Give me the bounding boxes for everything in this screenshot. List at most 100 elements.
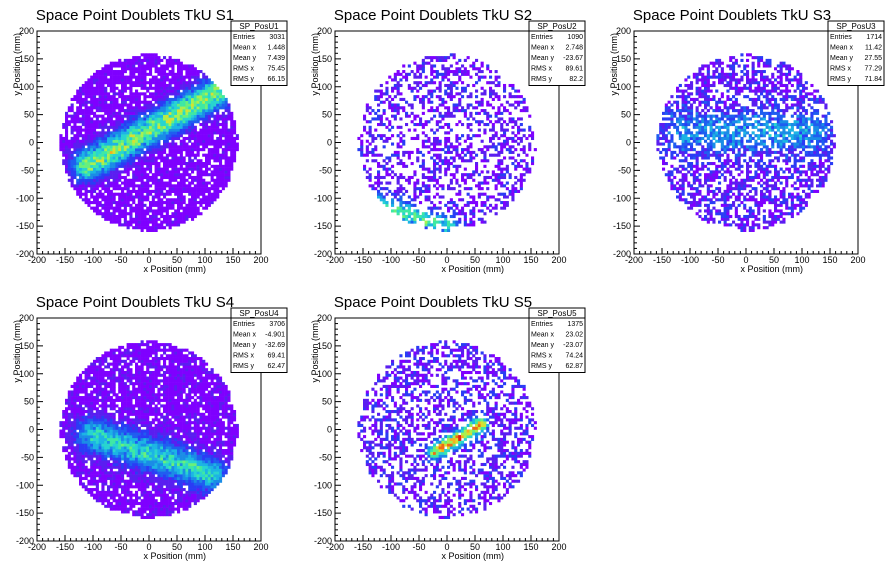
heatmap-cell [137,214,141,219]
heatmap-cell [377,184,381,188]
heatmap-cell [143,139,147,143]
heatmap-cell [207,136,211,141]
heatmap-cell [93,209,97,213]
heatmap-cell [205,136,209,141]
heatmap-cell [135,109,139,113]
heatmap-cell [216,195,220,199]
heatmap-cell [704,131,708,135]
heatmap-cell [67,114,71,118]
heatmap-cell [368,134,372,138]
heatmap-cell [196,86,200,90]
heatmap-cell [160,150,164,154]
heatmap-cell [430,92,434,96]
heatmap-cell [157,106,161,110]
heatmap-cell [676,106,680,110]
heatmap-cell [196,70,200,74]
heatmap-cell [140,156,144,160]
heatmap-cell [452,70,456,74]
heatmap-cell [723,145,727,149]
heatmap-cell [455,167,459,171]
heatmap-cell [163,103,167,107]
heatmap-cell [76,134,80,138]
heatmap-cell [109,203,113,207]
heatmap-cell [213,187,217,191]
heatmap-cell [123,162,127,166]
heatmap-cell [379,164,383,168]
heatmap-cell [112,187,116,191]
heatmap-cell [690,206,694,210]
heatmap-cell [67,150,71,154]
heatmap-cell [143,156,147,160]
heatmap-cell [177,134,181,138]
heatmap-cell [480,201,484,205]
heatmap-cell [701,195,705,199]
heatmap-cell [157,117,161,121]
heatmap-cell [709,117,713,121]
heatmap-cell [123,181,127,185]
heatmap-cell [168,106,172,110]
heatmap-cell [168,181,172,185]
heatmap-cell [191,167,195,171]
heatmap-cell [219,167,223,171]
heatmap-cell [216,111,220,115]
heatmap-cell [486,159,490,163]
heatmap-cell [659,131,663,135]
heatmap-cell [79,89,83,93]
heatmap-cell [483,220,487,224]
heatmap-cell [76,136,80,141]
heatmap-cell [140,58,144,62]
heatmap-cell [112,150,116,154]
heatmap-cell [73,173,77,177]
heatmap-cell [233,159,237,163]
heatmap-cell [146,117,150,121]
heatmap-cell [118,153,122,157]
heatmap-cell [182,173,186,177]
heatmap-cell [360,150,364,154]
heatmap-cell [475,164,479,168]
heatmap-cell [224,148,228,152]
heatmap-cell [463,153,467,157]
heatmap-cell [519,187,523,191]
heatmap-cell [98,192,102,196]
heatmap-cell [123,148,127,152]
heatmap-cell [104,117,108,121]
heatmap-cell [87,189,91,193]
heatmap-cell [112,209,116,213]
heatmap-cell [179,214,183,219]
heatmap-cell [472,209,476,213]
heatmap-cell [84,122,88,127]
heatmap-cell [413,114,417,118]
heatmap-cell [681,114,685,118]
heatmap-cell [81,198,85,202]
heatmap-cell [93,134,97,138]
heatmap-cell [698,111,702,115]
heatmap-cell [690,111,694,115]
heatmap-cell [494,83,498,88]
heatmap-cell [196,142,200,146]
heatmap-cell [718,164,722,168]
heatmap-cell [185,145,189,149]
heatmap-cell [458,70,462,74]
heatmap-cell [165,95,169,99]
heatmap-cell [709,212,713,216]
heatmap-cell [704,128,708,132]
heatmap-cell [179,122,183,127]
heatmap-cell [118,201,122,205]
heatmap-cell [455,223,459,227]
heatmap-cell [227,136,231,141]
heatmap-cell [143,53,147,57]
heatmap-cell [421,181,425,185]
heatmap-cell [199,95,203,99]
heatmap-cell [374,181,378,185]
heatmap-cell [112,184,116,188]
heatmap-cell [168,128,172,132]
heatmap-cell [140,148,144,152]
heatmap-cell [371,136,375,141]
heatmap-cell [112,131,116,135]
heatmap-cell [202,189,206,193]
heatmap-cell [483,75,487,79]
x-tick-label: -100 [382,255,400,265]
heatmap-cell [723,136,727,141]
heatmap-cell [121,131,125,135]
heatmap-cell [486,206,490,210]
